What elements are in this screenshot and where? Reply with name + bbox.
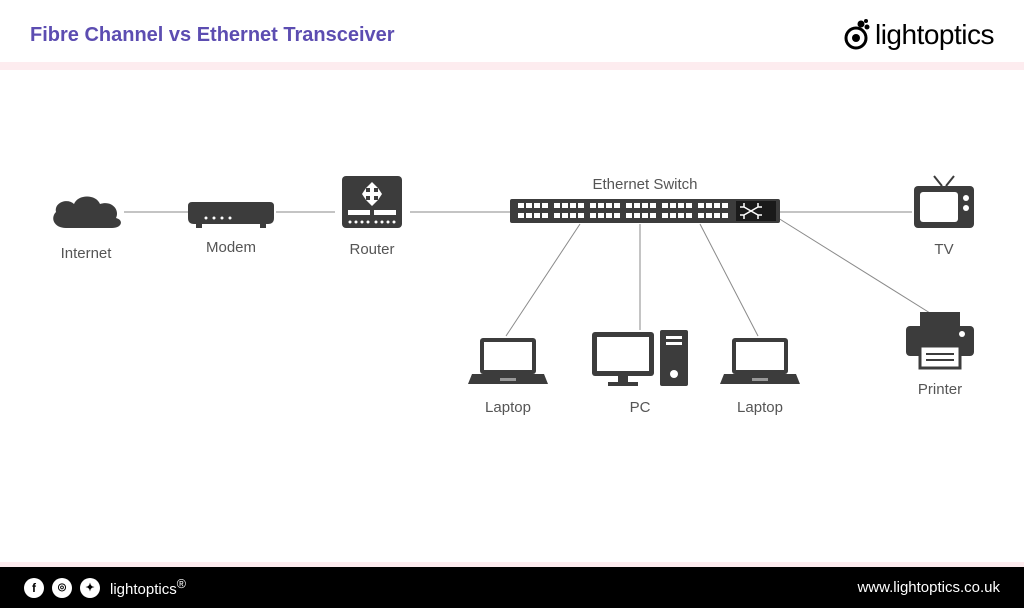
node-laptop1: Laptop	[466, 334, 550, 416]
node-switch: Ethernet Switch	[510, 176, 780, 230]
node-laptop2: Laptop	[718, 334, 802, 416]
node-tv: TV	[908, 174, 980, 258]
connection-lines	[0, 70, 1024, 550]
tv-label: TV	[908, 241, 980, 258]
switch-icon	[510, 197, 780, 225]
brand-logo: lightoptics	[839, 18, 994, 52]
pc-label: PC	[588, 399, 692, 416]
network-diagram: Internet Modem Router Ethernet Switch	[0, 70, 1024, 550]
logo-mark-icon	[839, 18, 873, 52]
instagram-icon[interactable]: ◎	[52, 578, 72, 598]
laptop2-label: Laptop	[718, 399, 802, 416]
page-title: Fibre Channel vs Ethernet Transceiver	[30, 24, 395, 47]
router-icon	[332, 172, 412, 232]
footer-url[interactable]: www.lightoptics.co.uk	[857, 579, 1000, 596]
pc-icon	[588, 326, 692, 390]
node-printer: Printer	[898, 308, 982, 398]
node-modem: Modem	[186, 196, 276, 256]
twitter-icon[interactable]: ✦	[80, 578, 100, 598]
node-pc: PC	[588, 326, 692, 416]
laptop1-label: Laptop	[466, 399, 550, 416]
printer-icon	[898, 308, 982, 372]
page-footer: f ◎ ✦ lightoptics® www.lightoptics.co.uk	[0, 567, 1024, 608]
laptop-icon	[718, 334, 802, 390]
facebook-icon[interactable]: f	[24, 578, 44, 598]
tv-icon	[908, 174, 980, 232]
internet-label: Internet	[46, 245, 126, 262]
logo-text: lightoptics	[875, 19, 994, 51]
social-icons: f ◎ ✦	[24, 578, 100, 598]
modem-label: Modem	[186, 239, 276, 256]
laptop-icon	[466, 334, 550, 390]
node-router: Router	[332, 172, 412, 258]
router-label: Router	[332, 241, 412, 258]
header-divider	[0, 62, 1024, 70]
node-internet: Internet	[46, 190, 126, 262]
modem-icon	[186, 196, 276, 230]
footer-handle: lightoptics®	[110, 577, 186, 598]
cloud-icon	[46, 190, 126, 236]
printer-label: Printer	[898, 381, 982, 398]
switch-label: Ethernet Switch	[510, 176, 780, 193]
